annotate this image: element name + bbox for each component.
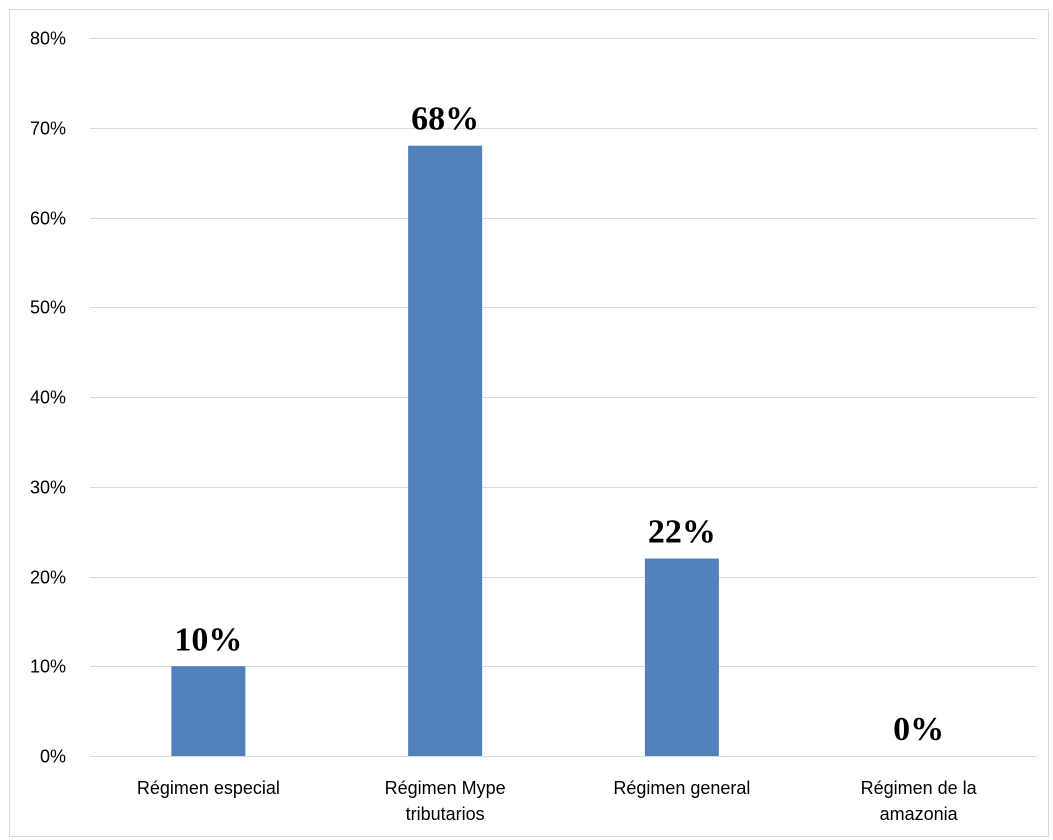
x-tick-label: Régimen especial — [137, 778, 280, 798]
data-labels: 10% 68% 22% 0% — [174, 101, 944, 748]
data-label: 22% — [648, 514, 716, 551]
bar — [644, 558, 719, 756]
y-tick-label: 80% — [30, 29, 66, 49]
x-tick-label: Régimen Mype — [385, 778, 506, 798]
y-tick-label: 50% — [30, 298, 66, 318]
y-tick-label: 40% — [30, 388, 66, 408]
bars — [171, 145, 719, 756]
bar — [408, 145, 483, 756]
bar — [171, 666, 246, 756]
y-axis-ticks: 0% 10% 20% 30% 40% 50% 60% 70% 80% — [30, 29, 66, 767]
x-tick-label: Régimen general — [613, 778, 750, 798]
y-tick-label: 10% — [30, 657, 66, 677]
x-axis-categories: Régimen especial Régimen Mype tributarios R… — [137, 778, 978, 824]
x-tick-label: Régimen de la — [861, 778, 978, 798]
x-tick-label: amazonia — [880, 804, 959, 824]
data-label: 10% — [174, 621, 242, 658]
y-tick-label: 70% — [30, 119, 66, 139]
y-tick-label: 30% — [30, 478, 66, 498]
data-label: 68% — [411, 101, 479, 138]
data-label: 0% — [893, 711, 944, 748]
y-tick-label: 0% — [40, 747, 66, 767]
y-tick-label: 60% — [30, 209, 66, 229]
gridlines — [90, 38, 1037, 757]
y-tick-label: 20% — [30, 568, 66, 588]
x-tick-label: tributarios — [406, 804, 485, 824]
